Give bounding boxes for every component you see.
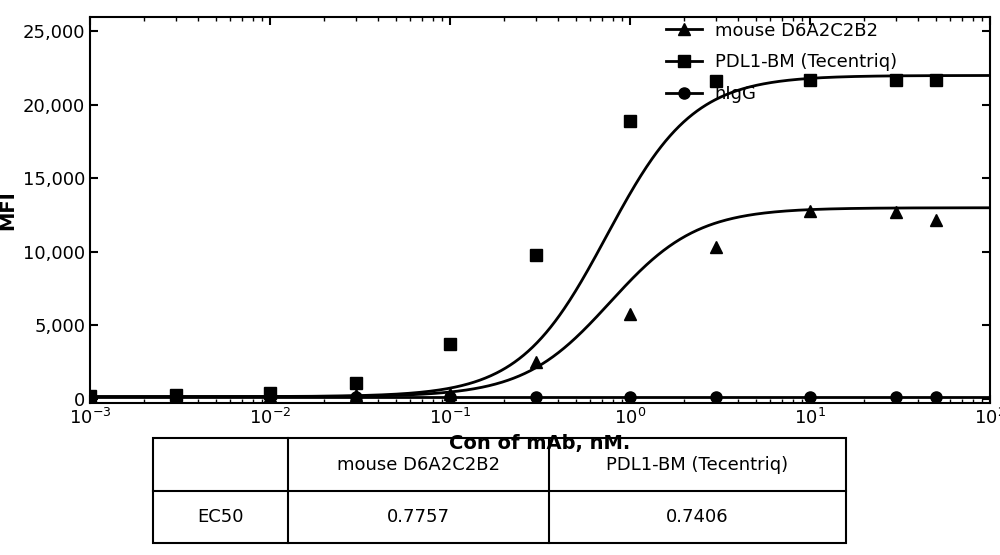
Text: mouse D6A2C2B2: mouse D6A2C2B2: [337, 456, 500, 473]
Bar: [153, 438, 846, 543]
Y-axis label: MFI: MFI: [0, 190, 17, 230]
X-axis label: Con of mAb, nM.: Con of mAb, nM.: [449, 434, 631, 453]
Legend: mouse D6A2C2B2, PDL1-BM (Tecentriq), hIgG: mouse D6A2C2B2, PDL1-BM (Tecentriq), hIg…: [666, 22, 897, 103]
Text: EC50: EC50: [197, 508, 244, 526]
Text: 0.7406: 0.7406: [666, 508, 729, 526]
Text: 0.7757: 0.7757: [387, 508, 450, 526]
Text: PDL1-BM (Tecentriq): PDL1-BM (Tecentriq): [606, 456, 789, 473]
